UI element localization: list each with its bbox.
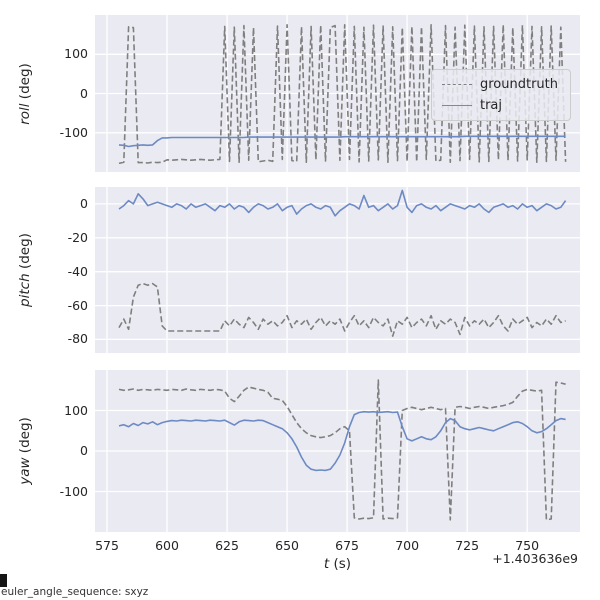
legend-label-traj: traj [479,98,503,113]
x-tick-label: 650 [275,538,299,553]
y-tick-label: -80 [67,331,88,347]
ylabel-pitch: pitch (deg) [17,233,33,307]
xlabel-var: t [323,556,330,572]
x-tick-label: 725 [455,538,480,553]
plot-area-pitch [95,187,580,353]
ylabel-pitch-var: pitch [17,273,33,307]
x-axis-offset-text: +1.403636e9 [492,551,578,566]
y-tick-label: -20 [67,229,88,245]
x-tick-label: 600 [155,538,179,553]
subplot-yaw: yaw (deg) 100 0 -100 575 600 625 650 675 700 725 7… [17,370,580,553]
ylabel-roll-unit: (deg) [17,62,33,99]
ylabel-yaw-var: yaw [17,457,33,485]
subplot-pitch: pitch (deg) 0 -20 -40 -60 -80 [17,187,580,353]
series-groundtruth [118,282,566,337]
ylabel-roll-var: roll [17,102,33,125]
subplot-roll: roll (deg) groundtruth traj 100 0 -100 [17,15,580,172]
y-tick-label: -100 [59,124,88,140]
x-tick-label: 750 [515,538,540,553]
series-groundtruth [118,379,566,521]
xlabel-unit: (s) [333,556,352,572]
series-traj [118,410,566,472]
y-tick-label: 0 [80,443,88,458]
xlabel: t (s) [95,556,580,572]
ylabel-pitch-unit: (deg) [17,233,33,270]
x-tick-label: 575 [95,538,119,553]
y-tick-label: -60 [67,297,88,313]
y-tick-label: 0 [80,85,88,101]
legend-line-groundtruth [441,84,472,85]
legend: groundtruth traj [430,69,571,121]
screen-artifact [0,574,7,587]
y-tick-label: -100 [59,483,88,499]
footer-note: euler_angle_sequence: sxyz [1,586,149,598]
legend-entry-groundtruth: groundtruth [441,77,558,92]
ylabel-yaw-unit: (deg) [17,417,33,454]
plot-area-yaw [95,370,580,532]
x-tick-label: 675 [335,538,360,553]
legend-line-traj [441,105,472,106]
series-traj [118,135,566,148]
y-tick-label: 100 [64,402,88,418]
ylabel-roll: roll (deg) [17,63,33,125]
y-tick-label: 0 [80,195,88,211]
ylabel-yaw: yaw (deg) [17,417,33,485]
x-tick-label: 700 [395,538,420,553]
y-tick-label: 100 [64,46,88,62]
legend-label-groundtruth: groundtruth [479,77,558,92]
legend-entry-traj: traj [441,98,558,113]
x-tick-label: 625 [215,538,239,553]
series-traj [118,189,567,217]
y-tick-label: -40 [67,263,88,279]
